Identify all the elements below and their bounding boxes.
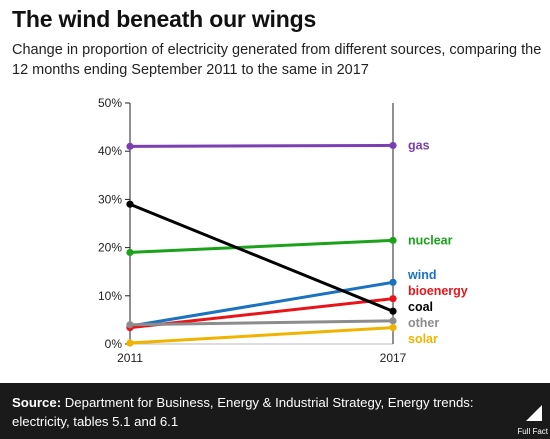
point-solar-2017 — [389, 324, 397, 332]
source-label: Source: — [12, 395, 62, 410]
line-chart: 0% 10% 20% 30% 40% 50% 2011 2017 gas nuclear wind b… — [98, 96, 468, 365]
point-wind-2017 — [389, 278, 397, 286]
series-line-nuclear — [128, 238, 395, 254]
series-line-coal — [128, 202, 395, 313]
y-tick-label: 10% — [98, 289, 122, 303]
point-solar-2011 — [126, 339, 134, 347]
x-tick-label: 2011 — [117, 351, 143, 365]
y-tick-label: 40% — [98, 144, 122, 158]
point-coal-2017 — [389, 307, 397, 315]
series-line-other — [128, 319, 395, 327]
series-label-coal: coal — [408, 300, 433, 314]
point-nuclear-2017 — [389, 236, 397, 244]
series-line-wind — [128, 280, 395, 328]
chart-subtitle: Change in proportion of electricity gene… — [12, 42, 542, 78]
series-line-solar — [128, 326, 395, 345]
series-label-other: other — [408, 316, 439, 330]
point-nuclear-2011 — [126, 248, 134, 257]
point-other-2017 — [389, 317, 397, 325]
point-gas-2017 — [389, 141, 397, 150]
chart-title: The wind beneath our wings — [12, 6, 317, 32]
point-coal-2011 — [126, 200, 134, 208]
point-other-2011 — [126, 321, 134, 329]
series-line-gas — [128, 143, 395, 148]
y-tick-label: 20% — [98, 241, 122, 255]
point-bioenergy-2017 — [389, 295, 397, 303]
y-tick-label: 0% — [105, 337, 123, 351]
series-label-solar: solar — [408, 332, 438, 346]
footer: Source: Department for Business, Energy … — [0, 383, 550, 439]
source-note: Source: Department for Business, Energy … — [12, 393, 482, 431]
series-label-gas: gas — [408, 138, 430, 152]
logo-text: Full Fact — [517, 427, 548, 436]
y-tick-label: 30% — [98, 192, 122, 206]
series-label-nuclear: nuclear — [408, 233, 453, 247]
series-label-bioenergy: bioenergy — [408, 284, 468, 298]
source-text: Department for Business, Energy & Indust… — [12, 395, 474, 429]
full-fact-logo-icon — [526, 405, 542, 421]
point-gas-2011 — [126, 142, 134, 150]
series-label-wind: wind — [407, 268, 436, 282]
x-tick-label: 2017 — [380, 351, 407, 365]
y-tick-label: 50% — [98, 96, 122, 110]
